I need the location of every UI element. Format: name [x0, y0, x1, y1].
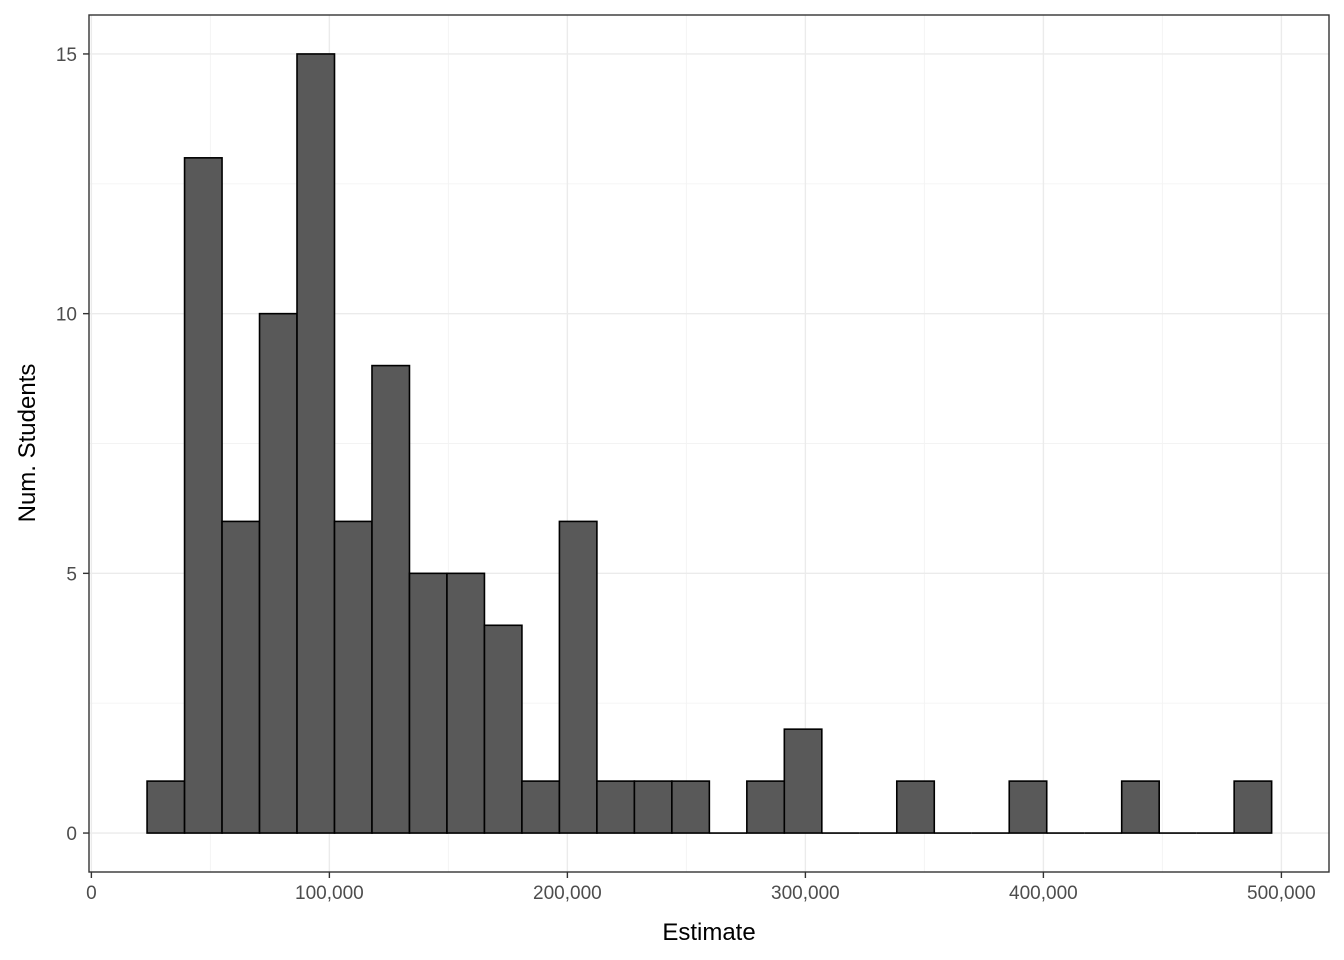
histogram-bar [408, 572, 448, 834]
histogram-bar [183, 157, 223, 834]
y-axis-title: Num. Students [14, 364, 41, 523]
y-tick-label: 10 [56, 305, 77, 326]
histogram-bar [371, 364, 411, 834]
x-tick-label: 400,000 [1009, 883, 1078, 904]
histogram-bar [746, 780, 786, 834]
histogram-bar [1008, 780, 1048, 834]
x-tick-label: 500,000 [1247, 883, 1316, 904]
histogram-bar [521, 780, 561, 834]
histogram-bar [146, 780, 186, 834]
y-axis: 0 5 10 15 [56, 45, 89, 845]
histogram-bar [221, 520, 261, 834]
x-tick-label: 0 [86, 883, 97, 904]
histogram-bar [333, 520, 373, 834]
histogram-bars [146, 53, 1273, 834]
y-tick-label: 15 [56, 45, 77, 66]
histogram-bar [296, 53, 336, 834]
histogram-bar [1120, 780, 1160, 834]
y-tick-label: 0 [66, 824, 77, 845]
histogram-bar [446, 572, 486, 834]
histogram-bar [633, 780, 673, 834]
x-axis-title: Estimate [662, 919, 755, 946]
histogram-bar [783, 728, 823, 834]
x-axis: 0 100,000 200,000 300,000 400,000 500,000 [86, 872, 1316, 904]
histogram-bar [558, 520, 598, 834]
x-tick-label: 300,000 [771, 883, 840, 904]
y-tick-label: 5 [66, 564, 77, 585]
histogram-bar [895, 780, 936, 834]
histogram-bar [671, 780, 711, 834]
histogram-bar [483, 624, 523, 834]
panel-border [88, 14, 1330, 873]
x-tick-label: 200,000 [533, 883, 602, 904]
histogram-bar [1233, 780, 1273, 834]
histogram-bar [258, 312, 298, 834]
histogram-bar [596, 780, 636, 834]
x-tick-label: 100,000 [295, 883, 364, 904]
